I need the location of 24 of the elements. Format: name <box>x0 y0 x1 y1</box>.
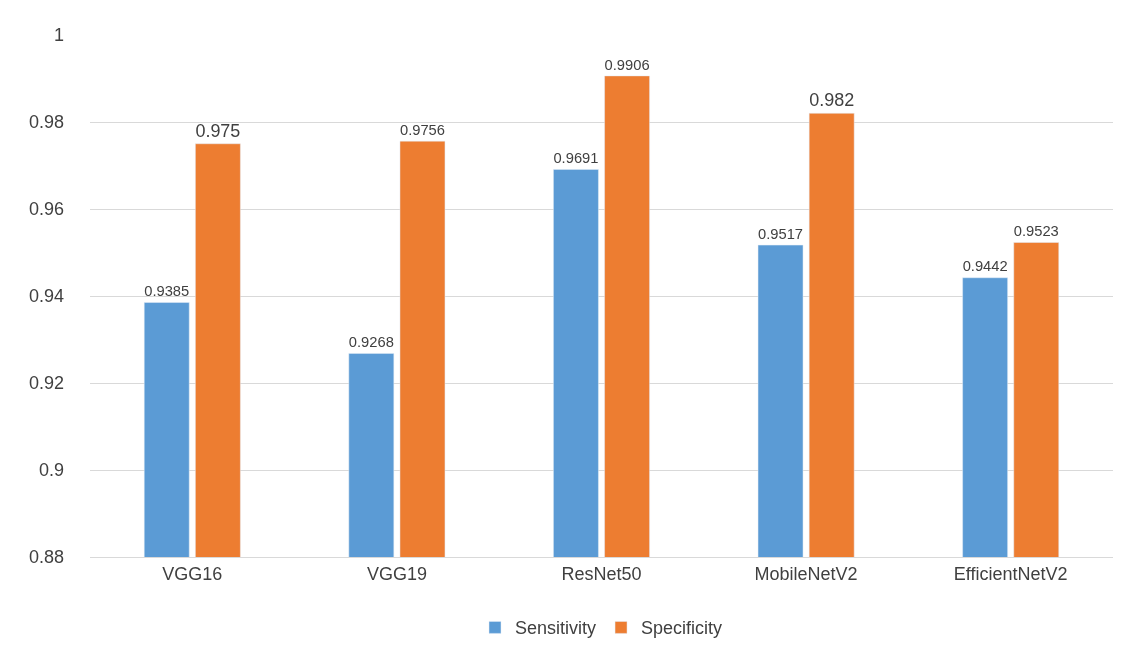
data-label: 0.9517 <box>758 225 804 242</box>
legend-label: Sensitivity <box>515 618 597 639</box>
y-tick-label: 0.92 <box>28 373 64 394</box>
y-tick-label: 0.88 <box>28 547 64 568</box>
data-label: 0.982 <box>809 90 855 111</box>
legend-label: Specificity <box>641 618 723 639</box>
data-label: 0.9523 <box>1013 223 1059 240</box>
x-tick-label: ResNet50 <box>561 563 642 584</box>
data-label: 0.9906 <box>604 56 650 73</box>
data-label: 0.975 <box>195 120 241 141</box>
y-tick-label: 0.94 <box>28 286 64 307</box>
data-label: 0.9268 <box>348 334 394 351</box>
x-tick-label: VGG19 <box>366 563 427 584</box>
data-label: 0.9691 <box>553 150 599 167</box>
y-tick-label: 1 <box>53 25 64 46</box>
data-label: 0.9756 <box>399 121 445 138</box>
x-tick-label: MobileNetV2 <box>754 563 858 584</box>
data-label: 0.9442 <box>962 258 1008 275</box>
y-tick-label: 0.98 <box>28 112 64 133</box>
y-tick-label: 0.9 <box>38 460 64 481</box>
x-tick-label: EfficientNetV2 <box>953 563 1068 584</box>
y-tick-label: 0.96 <box>28 199 64 220</box>
x-tick-label: VGG16 <box>162 563 223 584</box>
data-label: 0.9385 <box>144 283 190 300</box>
